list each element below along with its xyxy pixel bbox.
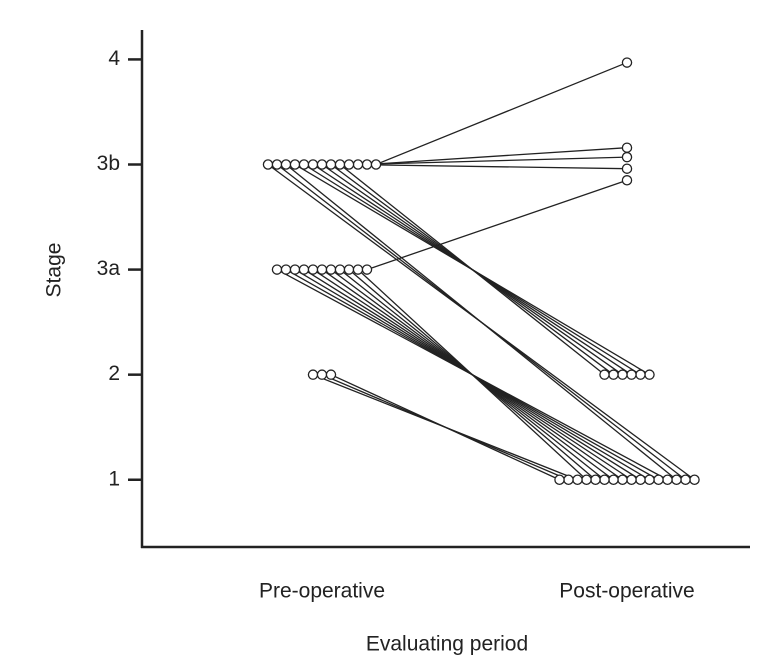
y-tick-label: 1 [108,467,120,490]
patient-point [271,159,283,170]
patient-point [316,369,328,380]
patient-point [325,369,337,380]
x-tick-label: Post-operative [559,580,694,603]
x-tick-label: Pre-operative [259,580,385,603]
patient-point [590,474,601,485]
y-tick-label: 4 [108,47,120,70]
patient-point [621,142,633,153]
patient-line [348,163,628,170]
patient-point [334,159,346,170]
patient-point [325,264,337,275]
patient-point [621,57,633,68]
patient-point [572,474,583,485]
patient-point [307,159,319,170]
patient-point [298,159,310,170]
patient-line [285,163,677,481]
patient-point [289,159,301,170]
patient-point [653,474,664,485]
y-tick-label: 3a [97,257,121,280]
patient-point [644,474,655,485]
patient-point [280,159,292,170]
patient-point [343,264,355,275]
patient-point [621,163,633,174]
patient-point [325,159,337,170]
patient-point [621,175,633,186]
patient-point [370,159,382,170]
y-axis-title: Stage [43,243,66,298]
patient-point [289,264,301,275]
patient-point [662,474,673,485]
patient-point [280,264,292,275]
patient-line [366,147,628,166]
patient-point [608,474,619,485]
y-tick-label: 2 [108,362,120,385]
patient-point [334,264,346,275]
patient-point [361,159,373,170]
patient-point [608,369,619,380]
patient-point [262,159,274,170]
patient-point [680,474,691,485]
patient-point [298,264,310,275]
patient-line [366,179,628,271]
patient-point [671,474,682,485]
patient-point [626,474,637,485]
patient-point [635,369,646,380]
patient-point [343,159,355,170]
patient-point [621,151,633,163]
patient-line [357,269,587,481]
patient-point [307,369,319,380]
patient-point [635,474,646,485]
patient-point [644,369,655,380]
patient-point [581,474,592,485]
patient-point [689,474,700,485]
patient-point [626,369,637,380]
patient-line [375,61,628,166]
patient-point [361,264,373,275]
patient-point [599,474,610,485]
patient-point [617,369,628,380]
patient-line [357,156,628,166]
patient-point [617,474,628,485]
patient-point [271,264,283,275]
patient-line [339,163,605,376]
patient-point [599,369,610,380]
patient-point [307,264,319,275]
patient-point [352,264,364,275]
patient-point [563,474,574,485]
y-tick-label: 3b [97,152,120,175]
patient-line [330,374,560,481]
patient-point [352,159,364,170]
patient-point [316,264,328,275]
patient-point [316,159,328,170]
x-axis-title: Evaluating period [366,633,528,656]
patient-point [554,474,565,485]
